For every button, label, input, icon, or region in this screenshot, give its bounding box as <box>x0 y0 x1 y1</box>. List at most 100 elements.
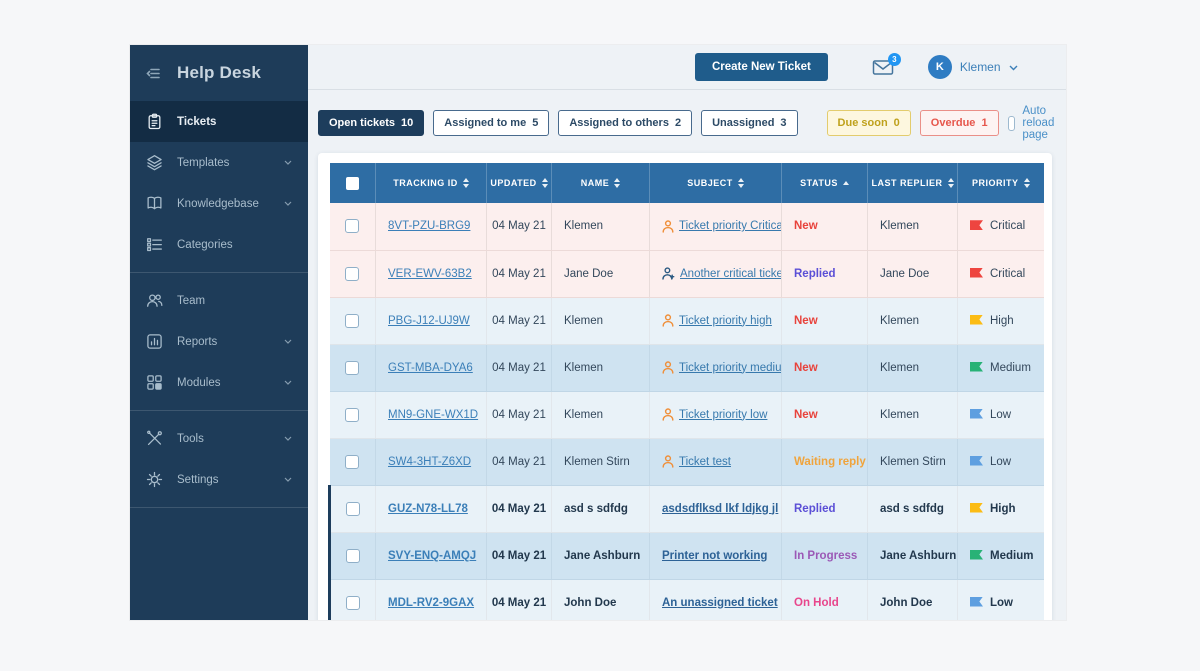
ticket-row: 8VT-PZU-BRG9 04 May 21 Klemen Ticket pri… <box>329 203 1044 251</box>
subject-link[interactable]: Ticket priority high <box>679 314 772 327</box>
column-header-updated[interactable]: UPDATED <box>486 163 552 203</box>
priority-flag-icon <box>970 220 983 231</box>
column-header-name[interactable]: NAME <box>551 163 650 203</box>
row-checkbox[interactable] <box>345 313 360 328</box>
sidebar-item-team[interactable]: Team <box>130 280 308 321</box>
last-replier-cell: Klemen Stirn <box>867 438 958 486</box>
filter-overdue[interactable]: Overdue 1 <box>919 110 999 136</box>
subject-link[interactable]: An unassigned ticket <box>662 596 778 609</box>
filter-label: Unassigned <box>712 117 775 129</box>
tracking-id-link[interactable]: MDL-RV2-9GAX <box>388 596 475 609</box>
filter-count: 1 <box>981 117 988 129</box>
subject-link[interactable]: Ticket test <box>679 455 731 468</box>
tracking-id-link[interactable]: GUZ-N78-LL78 <box>388 502 468 515</box>
priority-flag-icon <box>970 408 983 419</box>
column-header-last-replier[interactable]: LAST REPLIER <box>867 163 958 203</box>
sidebar-item-label: Knowledgebase <box>177 197 259 210</box>
subject-link[interactable]: Another critical ticket <box>680 267 782 280</box>
mail-menu[interactable]: 3 <box>872 52 901 76</box>
status-text: New <box>794 220 818 233</box>
create-new-ticket-button[interactable]: Create New Ticket <box>694 53 828 81</box>
filter-assigned-to-me[interactable]: Assigned to me 5 <box>433 110 550 136</box>
name-cell: Klemen <box>551 297 650 345</box>
tracking-id-link[interactable]: VER-EWV-63B2 <box>388 267 472 280</box>
sidebar-item-reports[interactable]: Reports <box>130 321 308 362</box>
row-checkbox[interactable] <box>346 501 360 516</box>
last-replier-cell: Jane Doe <box>867 250 958 298</box>
sort-icon <box>462 178 469 188</box>
row-checkbox[interactable] <box>345 219 360 234</box>
row-checkbox[interactable] <box>346 595 360 610</box>
sidebar-item-categories[interactable]: Categories <box>130 224 308 265</box>
person-icon <box>662 314 674 327</box>
ticket-row: MDL-RV2-9GAX 04 May 21 John Doe An unass… <box>328 579 1044 620</box>
status-text: On Hold <box>794 596 839 609</box>
name-cell: Klemen <box>551 203 650 251</box>
sidebar-item-tickets[interactable]: Tickets <box>130 101 308 142</box>
auto-reload-checkbox[interactable] <box>1007 115 1016 131</box>
priority-text: Medium <box>990 549 1034 562</box>
sidebar-item-modules[interactable]: Modules <box>130 362 308 403</box>
status-text: New <box>794 408 818 421</box>
filter-due-soon[interactable]: Due soon 0 <box>826 110 911 136</box>
subject-link[interactable]: asdsdflksd lkf ldjkg jl <box>662 502 779 515</box>
tracking-id-link[interactable]: SW4-3HT-Z6XD <box>388 455 472 468</box>
ticket-row: GUZ-N78-LL78 04 May 21 asd s sdfdg asdsd… <box>328 485 1044 533</box>
filter-assigned-to-others[interactable]: Assigned to others 2 <box>558 110 693 136</box>
row-checkbox[interactable] <box>346 548 360 563</box>
column-header-priority[interactable]: PRIORITY <box>957 163 1044 203</box>
topbar: Create New Ticket 3 K Klemen <box>308 45 1066 90</box>
ticket-row: SVY-ENQ-AMQJ 04 May 21 Jane Ashburn Prin… <box>328 532 1044 580</box>
sidebar-item-label: Team <box>177 294 206 307</box>
sidebar-item-settings[interactable]: Settings <box>130 459 308 500</box>
tracking-id-link[interactable]: SVY-ENQ-AMQJ <box>388 549 477 562</box>
filter-count: 10 <box>401 117 414 129</box>
sidebar-item-knowledgebase[interactable]: Knowledgebase <box>130 183 308 224</box>
subject-link[interactable]: Ticket priority medium <box>679 361 782 374</box>
tracking-id-link[interactable]: 8VT-PZU-BRG9 <box>388 220 471 233</box>
last-replier-cell: asd s sdfdg <box>867 485 958 533</box>
tracking-id-link[interactable]: MN9-GNE-WX1D <box>388 408 479 421</box>
filter-unassigned[interactable]: Unassigned 3 <box>701 110 798 136</box>
sidebar-item-templates[interactable]: Templates <box>130 142 308 183</box>
row-checkbox[interactable] <box>345 266 360 281</box>
column-header-subject[interactable]: SUBJECT <box>649 163 782 203</box>
app-title: Help Desk <box>177 63 262 82</box>
updated-cell: 04 May 21 <box>486 203 552 251</box>
tracking-id-link[interactable]: GST-MBA-DYA6 <box>388 361 473 374</box>
chevron-down-icon <box>284 160 292 165</box>
row-checkbox[interactable] <box>345 360 360 375</box>
sidebar-divider <box>130 410 308 411</box>
priority-text: Medium <box>990 361 1031 374</box>
select-all-header[interactable] <box>329 163 376 203</box>
tools-icon <box>146 430 163 447</box>
sidebar-item-tools[interactable]: Tools <box>130 418 308 459</box>
column-label: SUBJECT <box>687 178 733 188</box>
row-checkbox[interactable] <box>345 407 360 422</box>
user-menu[interactable]: K Klemen <box>927 55 1018 79</box>
filter-count: 3 <box>780 117 787 129</box>
subject-link[interactable]: Ticket priority low <box>679 408 768 421</box>
tracking-id-link[interactable]: PBG-J12-UJ9W <box>388 314 470 327</box>
subject-link[interactable]: Printer not working <box>662 549 768 562</box>
auto-reload-toggle[interactable]: Auto reload page <box>1007 105 1062 141</box>
updated-cell: 04 May 21 <box>486 250 552 298</box>
sidebar-item-label: Settings <box>177 473 219 486</box>
auto-reload-label: Auto reload page <box>1022 105 1055 141</box>
person-icon <box>662 361 674 374</box>
mail-badge: 3 <box>887 52 901 66</box>
select-all-checkbox[interactable] <box>345 176 359 190</box>
filter-open-tickets[interactable]: Open tickets 10 <box>318 110 425 136</box>
row-checkbox[interactable] <box>345 454 360 469</box>
updated-cell: 04 May 21 <box>486 532 552 580</box>
collapse-menu-icon[interactable] <box>145 65 162 82</box>
column-header-status[interactable]: STATUS <box>781 163 868 203</box>
priority-text: High <box>990 314 1014 327</box>
column-header-tracking-id[interactable]: TRACKING ID <box>375 163 487 203</box>
subject-link[interactable]: Ticket priority Critical <box>679 220 782 233</box>
filter-count: 5 <box>532 117 539 129</box>
tickets-table-card: TRACKING ID UPDATED NAME SUBJECT STATUS LAST … <box>318 153 1052 620</box>
filter-label: Assigned to me <box>444 117 527 129</box>
name-cell: John Doe <box>551 579 650 620</box>
clipboard-icon <box>146 113 163 130</box>
